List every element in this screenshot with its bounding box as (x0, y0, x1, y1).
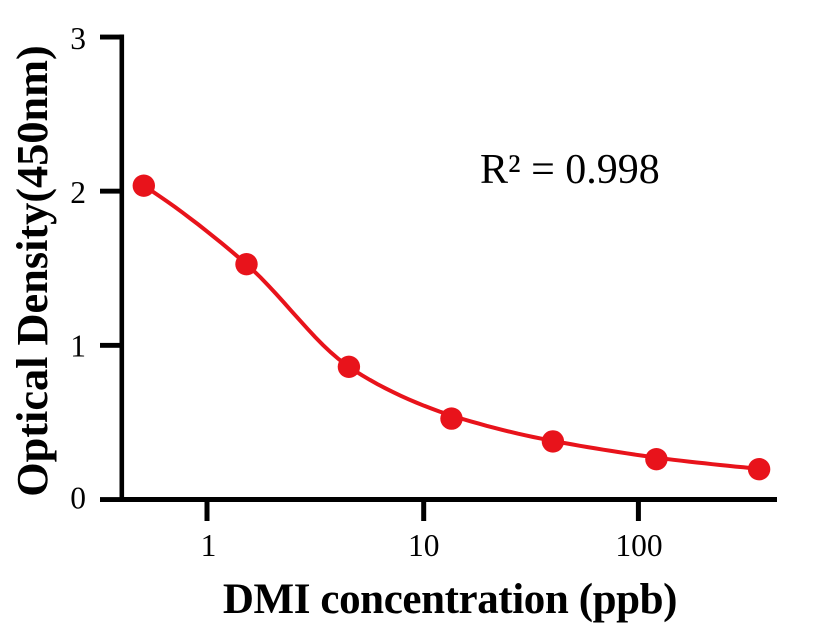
svg-text:Optical Density(450nm): Optical Density(450nm) (8, 45, 57, 497)
svg-text:0: 0 (70, 481, 86, 516)
svg-text:2: 2 (70, 175, 86, 210)
svg-text:1: 1 (70, 328, 86, 363)
svg-text:100: 100 (615, 528, 662, 563)
svg-text:R² = 0.998: R² = 0.998 (480, 147, 660, 193)
svg-text:10: 10 (408, 528, 440, 563)
svg-text:3: 3 (70, 21, 86, 56)
svg-text:DMI concentration (ppb): DMI concentration (ppb) (223, 576, 677, 623)
svg-text:1: 1 (201, 528, 217, 563)
